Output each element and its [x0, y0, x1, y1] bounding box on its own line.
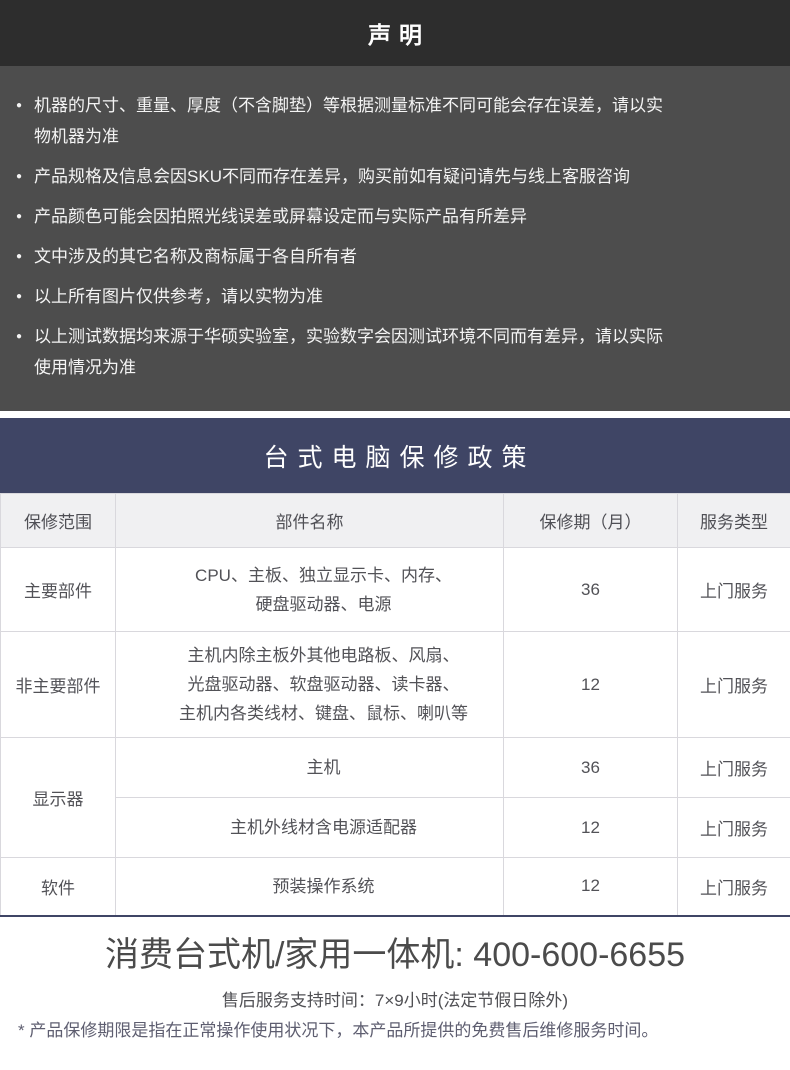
parts-cell: 主机 [115, 737, 504, 798]
footer: 消费台式机/家用一体机: 400-600-6655 售后服务支持时间：7×9小时… [0, 917, 790, 1043]
table-row-display-host: 显示器 主机 36 上门服务 [0, 737, 790, 858]
bullet-icon: ● [16, 171, 23, 182]
warranty-table-header-row: 保修范围 部件名称 保修期（月） 服务类型 [0, 493, 790, 548]
scope-cell: 显示器 [0, 737, 116, 858]
support-hours-text: 售后服务支持时间：7×9小时(法定节假日除外) [221, 990, 569, 1010]
column-header-warranty-months: 保修期（月） [503, 493, 678, 548]
column-header-part-name: 部件名称 [115, 493, 504, 548]
months-cell: 12 [503, 797, 678, 858]
parts-cell: 主机内除主板外其他电路板、风扇、 光盘驱动器、软盘驱动器、读卡器、 主机内各类线… [115, 631, 504, 738]
service-cell: 上门服务 [677, 797, 790, 858]
disclaimer-item: ● 机器的尺寸、重量、厚度（不含脚垫）等根据测量标准不同可能会存在误差，请以实 … [14, 90, 776, 152]
declaration-title: 声明 [368, 22, 430, 48]
scope-cell: 非主要部件 [0, 631, 116, 738]
table-row-display-cables: 主机外线材含电源适配器 12 上门服务 [1, 797, 790, 858]
section-divider [0, 411, 790, 418]
table-row-main-parts: 主要部件 CPU、主板、独立显示卡、内存、 硬盘驱动器、电源 36 上门服务 [0, 547, 790, 632]
bullet-icon: ● [16, 251, 23, 262]
months-cell: 12 [503, 857, 678, 916]
disclaimer-list: ● 机器的尺寸、重量、厚度（不含脚垫）等根据测量标准不同可能会存在误差，请以实 … [0, 66, 790, 411]
warranty-table: 保修范围 部件名称 保修期（月） 服务类型 主要部件 CPU、主板、独立显示卡、… [0, 493, 790, 917]
service-cell: 上门服务 [677, 547, 790, 632]
disclaimer-item-text: 以上测试数据均来源于华硕实验室，实验数字会因测试环境不同而有差异，请以实际 使用… [34, 327, 664, 377]
declaration-section-header: 声明 [0, 0, 790, 66]
disclaimer-item: ● 以上测试数据均来源于华硕实验室，实验数字会因测试环境不同而有差异，请以实际 … [14, 321, 776, 383]
bullet-icon: ● [16, 291, 23, 302]
column-header-scope: 保修范围 [0, 493, 116, 548]
disclaimer-item: ● 文中涉及的其它名称及商标属于各自所有者 [14, 241, 776, 272]
column-header-service-type: 服务类型 [677, 493, 790, 548]
disclaimer-item-text: 文中涉及的其它名称及商标属于各自所有者 [34, 247, 358, 266]
months-cell: 36 [503, 737, 678, 798]
disclaimer-item: ● 产品规格及信息会因SKU不同而存在差异，购买前如有疑问请先与线上客服咨询 [14, 161, 776, 192]
months-cell: 36 [503, 547, 678, 632]
scope-cell: 软件 [0, 857, 116, 916]
disclaimer-item: ● 以上所有图片仅供参考，请以实物为准 [14, 281, 776, 312]
service-cell: 上门服务 [677, 737, 790, 798]
warranty-policy-title: 台式电脑保修政策 [263, 443, 536, 472]
service-cell: 上门服务 [677, 631, 790, 738]
bullet-icon: ● [16, 331, 23, 342]
service-cell: 上门服务 [677, 857, 790, 916]
warranty-note-text: * 产品保修期限是指在正常操作使用状况下，本产品所提供的免费售后维修服务时间。 [18, 1020, 659, 1040]
table-row-software: 软件 预装操作系统 12 上门服务 [0, 857, 790, 916]
scope-cell: 主要部件 [0, 547, 116, 632]
parts-cell: 预装操作系统 [115, 857, 504, 916]
disclaimer-item-text: 产品颜色可能会因拍照光线误差或屏幕设定而与实际产品有所差异 [34, 207, 528, 226]
table-row-non-main-parts: 非主要部件 主机内除主板外其他电路板、风扇、 光盘驱动器、软盘驱动器、读卡器、 … [0, 631, 790, 738]
disclaimer-item-text: 以上所有图片仅供参考，请以实物为准 [34, 287, 324, 306]
months-cell: 12 [503, 631, 678, 738]
warranty-policy-header: 台式电脑保修政策 [0, 418, 790, 493]
parts-cell: CPU、主板、独立显示卡、内存、 硬盘驱动器、电源 [115, 547, 504, 632]
bullet-icon: ● [16, 211, 23, 222]
bullet-icon: ● [16, 100, 23, 111]
hotline-text: 消费台式机/家用一体机: 400-600-6655 [104, 935, 686, 974]
parts-cell: 主机外线材含电源适配器 [115, 797, 504, 858]
disclaimer-item: ● 产品颜色可能会因拍照光线误差或屏幕设定而与实际产品有所差异 [14, 201, 776, 232]
disclaimer-item-text: 产品规格及信息会因SKU不同而存在差异，购买前如有疑问请先与线上客服咨询 [34, 167, 630, 186]
disclaimer-item-text: 机器的尺寸、重量、厚度（不含脚垫）等根据测量标准不同可能会存在误差，请以实 物机… [34, 96, 664, 146]
